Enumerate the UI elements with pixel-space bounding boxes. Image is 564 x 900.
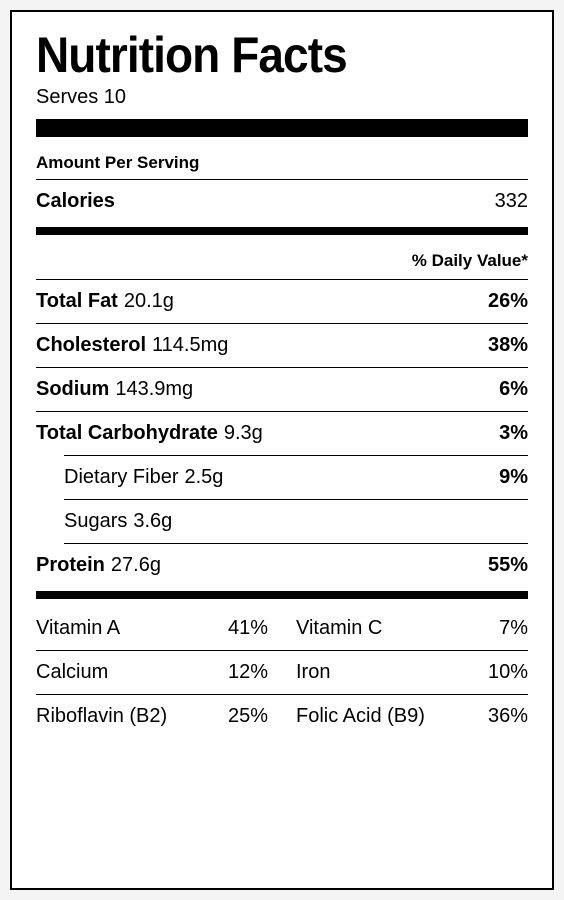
nutrient-dv: 55% — [488, 554, 528, 577]
nutrient-row-sugars: Sugars 3.6g — [64, 500, 528, 544]
vitamin-name: Vitamin C — [296, 607, 488, 651]
nutrient-row-carb: Total Carbohydrate 9.3g 3% — [36, 412, 528, 455]
divider-med — [36, 591, 528, 599]
divider-thick — [36, 119, 528, 137]
panel-title: Nutrition Facts — [36, 30, 489, 80]
nutrient-dv: 6% — [499, 378, 528, 401]
nutrient-row-protein: Protein 27.6g 55% — [36, 544, 528, 587]
carb-sub-block: Dietary Fiber 2.5g 9% Sugars 3.6g — [36, 455, 528, 544]
nutrient-row-total-fat: Total Fat 20.1g 26% — [36, 280, 528, 324]
vitamin-gap — [268, 695, 296, 738]
nutrient-amount: 20.1g — [124, 290, 174, 313]
vitamin-pct: 25% — [228, 695, 268, 738]
nutrient-name: Sugars — [64, 510, 127, 533]
nutrient-name: Total Carbohydrate — [36, 422, 218, 445]
calories-value: 332 — [495, 190, 528, 213]
vitamin-name: Folic Acid (B9) — [296, 695, 488, 738]
vitamin-gap — [268, 607, 296, 651]
nutrient-dv: 38% — [488, 334, 528, 357]
nutrient-row-sodium: Sodium 143.9mg 6% — [36, 368, 528, 412]
nutrient-name: Cholesterol — [36, 334, 146, 357]
vitamin-pct: 36% — [488, 695, 528, 738]
nutrient-amount: 114.5mg — [152, 334, 228, 357]
amount-per-serving-label: Amount Per Serving — [36, 147, 528, 180]
nutrient-dv: 26% — [488, 290, 528, 313]
nutrient-row-cholesterol: Cholesterol 114.5mg 38% — [36, 324, 528, 368]
calories-row: Calories 332 — [36, 180, 528, 223]
vitamin-pct: 12% — [228, 651, 268, 695]
daily-value-header: % Daily Value* — [36, 243, 528, 280]
nutrient-amount: 27.6g — [111, 554, 161, 577]
vitamins-grid: Vitamin A 41% Vitamin C 7% Calcium 12% I… — [36, 607, 528, 738]
nutrient-dv: 3% — [499, 422, 528, 445]
nutrient-name: Protein — [36, 554, 105, 577]
nutrition-facts-panel: Nutrition Facts Serves 10 Amount Per Ser… — [10, 10, 554, 890]
nutrient-name: Sodium — [36, 378, 109, 401]
vitamin-pct: 10% — [488, 651, 528, 695]
vitamin-pct: 41% — [228, 607, 268, 651]
serves-text: Serves 10 — [36, 86, 528, 109]
nutrient-amount: 9.3g — [224, 422, 263, 445]
divider-med — [36, 227, 528, 235]
nutrient-amount: 2.5g — [184, 466, 223, 489]
vitamin-name: Calcium — [36, 651, 228, 695]
vitamin-gap — [268, 651, 296, 695]
calories-label: Calories — [36, 190, 115, 213]
vitamin-name: Riboflavin (B2) — [36, 695, 228, 738]
nutrient-amount: 143.9mg — [115, 378, 193, 401]
nutrient-name: Dietary Fiber — [64, 466, 178, 489]
vitamin-pct: 7% — [488, 607, 528, 651]
nutrient-row-fiber: Dietary Fiber 2.5g 9% — [64, 455, 528, 500]
vitamin-name: Vitamin A — [36, 607, 228, 651]
nutrient-name: Total Fat — [36, 290, 118, 313]
vitamin-name: Iron — [296, 651, 488, 695]
nutrient-dv: 9% — [499, 466, 528, 489]
nutrient-amount: 3.6g — [133, 510, 172, 533]
